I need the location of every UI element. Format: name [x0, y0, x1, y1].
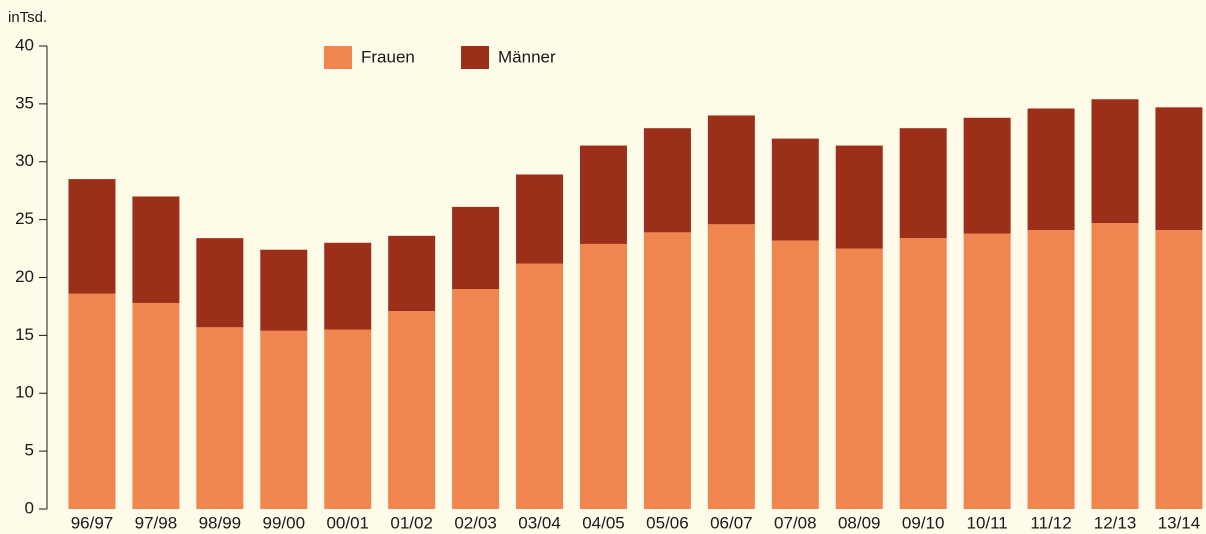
x-tick-label: 03/04: [518, 513, 561, 532]
x-tick-label: 05/06: [646, 513, 689, 532]
bar-segment: [963, 233, 1011, 509]
x-tick-label: 06/07: [710, 513, 753, 532]
y-tick-label: 15: [15, 325, 34, 344]
x-tick-label: 11/12: [1030, 513, 1071, 532]
bar-segment: [1027, 108, 1075, 231]
x-tick-label: 97/98: [135, 513, 178, 532]
y-tick-label: 30: [15, 151, 34, 170]
bar-segment: [1091, 223, 1139, 509]
bar-segment: [260, 330, 308, 509]
x-tick-label: 00/01: [326, 513, 369, 532]
legend-label: Frauen: [361, 47, 415, 66]
y-tick-label: 20: [15, 267, 34, 286]
bar-segment: [68, 293, 116, 509]
bar-segment: [771, 240, 819, 509]
x-tick-label: 98/99: [199, 513, 242, 532]
bar-segment: [1027, 230, 1075, 510]
bar-segment: [324, 329, 372, 509]
y-tick-label: 40: [15, 35, 34, 54]
bar-segment: [707, 115, 755, 225]
bar-segment: [899, 128, 947, 239]
x-tick-label: 12/13: [1094, 513, 1137, 532]
bar-segment: [579, 243, 627, 509]
x-tick-label: 02/03: [454, 513, 497, 532]
bar-segment: [324, 242, 372, 330]
bar-segment: [452, 289, 500, 509]
x-tick-label: 13/14: [1158, 513, 1201, 532]
bar-segment: [771, 138, 819, 241]
bar-segment: [963, 117, 1011, 234]
bar-segment: [1155, 107, 1203, 231]
y-tick-label: 0: [25, 498, 34, 517]
bar-segment: [516, 263, 564, 509]
y-tick-label: 10: [15, 383, 34, 402]
y-tick-label: 5: [25, 441, 34, 460]
bar-segment: [1155, 230, 1203, 510]
bar-segment: [196, 238, 244, 328]
x-tick-label: 99/00: [263, 513, 306, 532]
bar-segment: [132, 302, 180, 509]
y-tick-label: 35: [15, 93, 34, 112]
legend-label: Männer: [498, 47, 556, 66]
bar-segment: [516, 174, 564, 264]
x-tick-label: 01/02: [390, 513, 433, 532]
y-tick-label: 25: [15, 209, 34, 228]
x-tick-label: 96/97: [71, 513, 114, 532]
bar-segment: [643, 232, 691, 510]
x-tick-label: 10/11: [966, 513, 1007, 532]
bar-segment: [388, 235, 436, 312]
bar-segment: [835, 145, 883, 249]
bar-segment: [452, 206, 500, 290]
bar-segment: [1091, 99, 1139, 224]
bar-segment: [68, 179, 116, 294]
bar-segment: [643, 128, 691, 233]
bar-segment: [835, 248, 883, 509]
x-tick-label: 09/10: [902, 513, 945, 532]
bar-segment: [707, 224, 755, 509]
x-tick-label: 08/09: [838, 513, 881, 532]
bar-segment: [899, 238, 947, 509]
bar-segment: [196, 327, 244, 509]
bar-segment: [132, 196, 180, 303]
y-axis-label: inTsd.: [8, 9, 47, 26]
legend-swatch: [324, 46, 352, 69]
x-tick-label: 04/05: [582, 513, 625, 532]
bar-segment: [579, 145, 627, 244]
legend-swatch: [461, 46, 489, 69]
bar-segment: [260, 249, 308, 331]
bar-segment: [388, 311, 436, 509]
x-tick-label: 07/08: [774, 513, 817, 532]
